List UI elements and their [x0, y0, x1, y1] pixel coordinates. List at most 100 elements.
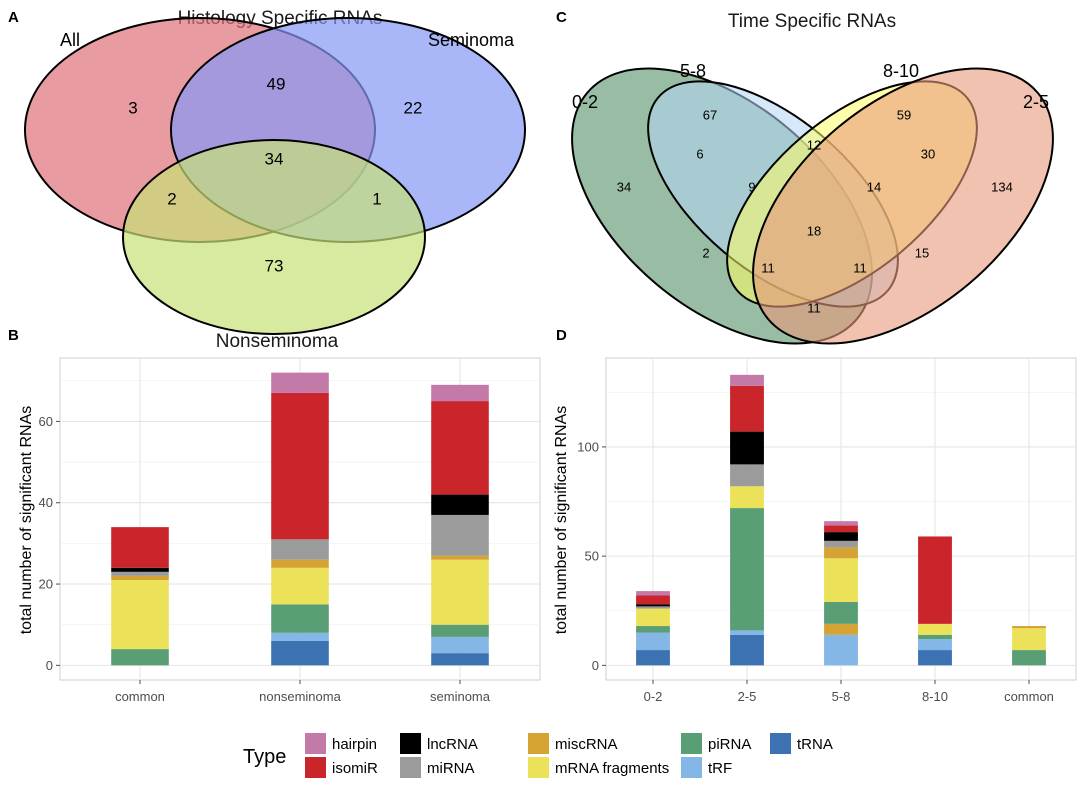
venn-count-seminoma-only: 22: [404, 99, 423, 118]
bar-0-2-trf: [636, 632, 670, 651]
bar-seminoma-trna: [431, 653, 489, 666]
bar-8-10-mrna-fragments: [918, 623, 952, 635]
bar-5-8-isomir: [824, 525, 858, 533]
panel-a-letter: A: [8, 9, 19, 26]
venn-count-r-02-58-810: 9: [748, 180, 755, 195]
venn-count-r-58-810: 12: [807, 138, 821, 153]
venn-label-all: All: [60, 30, 80, 50]
venn-count-r-58: 67: [703, 108, 717, 123]
bar-common-miscrna: [111, 575, 169, 580]
bar-5-8-trf: [824, 634, 858, 666]
panel-d-letter: D: [556, 327, 567, 344]
panel-d-xtick-label: 5-8: [832, 689, 851, 704]
bar-5-8-mirna: [824, 540, 858, 548]
panel-d-xtick-label: 0-2: [644, 689, 663, 704]
bar-0-2-pirna: [636, 626, 670, 633]
venn-count-nonseminoma-only: 73: [265, 257, 284, 276]
bar-seminoma-hairpin: [431, 384, 489, 402]
venn-count-r-58-25: 15: [915, 246, 929, 261]
venn-set-nonseminoma: [122, 139, 426, 335]
legend-swatch-miscrna: [528, 733, 549, 754]
bar-common-mrna-fragments: [1012, 628, 1046, 651]
legend-items: hairpin isomiR lncRNA miRNA miscRNA mRNA frag…: [305, 733, 833, 778]
bar-2-5-hairpin: [730, 374, 764, 386]
panel-d-ylabel: total number of significant RNAs: [553, 406, 570, 635]
panel-d-plot: 0 50 100 0-2 2-5 5-8 8-10 common: [577, 357, 1077, 704]
legend-swatch-trf: [681, 757, 702, 778]
bar-0-2-mirna: [636, 606, 670, 609]
legend-label-pirna: piRNA: [708, 736, 751, 753]
panel-b-xtick-label: seminoma: [430, 689, 491, 704]
legend-label-mrna-fragments: mRNA fragments: [555, 760, 669, 777]
panel-d-ytick-label: 100: [577, 439, 599, 454]
venn-label-8-10: 8-10: [883, 61, 919, 81]
panel-a: A Histology Specific RNAs All Seminoma N…: [8, 8, 526, 352]
venn-label-5-8: 5-8: [680, 61, 706, 81]
bar-0-2-trna: [636, 650, 670, 666]
venn-label-0-2: 0-2: [572, 92, 598, 112]
panel-d-ytick-label: 50: [585, 549, 599, 564]
bar-8-10-pirna: [918, 634, 952, 640]
venn-count-r-25: 134: [991, 180, 1013, 195]
panel-b: B total number of significant RNAs 0 20 40…: [8, 327, 541, 704]
panel-d-xtick-label: 8-10: [922, 689, 948, 704]
bar-8-10-trf: [918, 639, 952, 651]
legend: Type hairpin isomiR lncRNA miRNA miscRNA mRNA…: [243, 733, 833, 778]
legend-label-trf: tRF: [708, 760, 732, 777]
panel-d-xtick-label: 2-5: [738, 689, 757, 704]
panel-d-xtick-label: common: [1004, 689, 1054, 704]
bar-5-8-hairpin: [824, 521, 858, 526]
venn-count-r-58-810-25: 14: [867, 180, 881, 195]
bar-2-5-trna: [730, 634, 764, 666]
bar-nonseminoma-isomir: [271, 392, 329, 540]
venn-count-all-only: 3: [128, 99, 137, 118]
panel-c-letter: C: [556, 9, 567, 26]
venn-count-all-seminoma: 49: [267, 75, 286, 94]
bar-common-pirna: [111, 649, 169, 666]
venn-label-2-5: 2-5: [1023, 92, 1049, 112]
legend-label-mirna: miRNA: [427, 760, 475, 777]
bar-5-8-mrna-fragments: [824, 558, 858, 603]
venn-count-r-810-25: 30: [921, 147, 935, 162]
bar-8-10-trna: [918, 650, 952, 666]
bar-0-2-mrna-fragments: [636, 608, 670, 627]
bar-5-8-pirna: [824, 602, 858, 624]
bar-0-2-isomir: [636, 595, 670, 605]
panel-b-ytick-label: 60: [39, 414, 53, 429]
bar-common-mrna-fragments: [111, 579, 169, 650]
bar-seminoma-lncrna: [431, 494, 489, 515]
legend-label-isomir: isomiR: [332, 760, 378, 777]
venn-count-center: 34: [265, 150, 284, 169]
venn-label-nonseminoma: Nonseminoma: [216, 331, 339, 352]
panel-b-plot: 0 20 40 60 common nonseminoma seminoma: [39, 357, 541, 704]
legend-swatch-isomir: [305, 757, 326, 778]
venn-count-seminoma-nonseminoma: 1: [372, 190, 381, 209]
bar-common-lncrna: [111, 567, 169, 572]
legend-label-trna: tRNA: [797, 736, 833, 753]
panel-d-ytick-label: 0: [592, 658, 599, 673]
bar-2-5-mrna-fragments: [730, 486, 764, 509]
bar-5-8-miscrna: [824, 623, 858, 635]
legend-label-hairpin: hairpin: [332, 736, 377, 753]
venn-count-r-810: 59: [897, 108, 911, 123]
venn-count-r-02-58: 6: [696, 147, 703, 162]
bar-2-5-pirna: [730, 508, 764, 631]
panel-b-ytick-label: 40: [39, 495, 53, 510]
panel-b-ylabel: total number of significant RNAs: [18, 406, 35, 635]
bar-nonseminoma-mrna-fragments: [271, 567, 329, 605]
legend-title: Type: [243, 746, 286, 768]
bar-seminoma-pirna: [431, 624, 489, 637]
bar-8-10-isomir: [918, 536, 952, 624]
venn-label-seminoma: Seminoma: [428, 30, 515, 50]
bar-common-miscrna: [1012, 626, 1046, 629]
panel-b-xtick-label: common: [115, 689, 165, 704]
venn-count-r-02-25: 11: [807, 301, 821, 316]
legend-swatch-trna: [770, 733, 791, 754]
legend-label-lncrna: lncRNA: [427, 736, 478, 753]
legend-swatch-hairpin: [305, 733, 326, 754]
bar-0-2-hairpin: [636, 591, 670, 596]
legend-swatch-pirna: [681, 733, 702, 754]
panel-b-ytick-label: 20: [39, 577, 53, 592]
